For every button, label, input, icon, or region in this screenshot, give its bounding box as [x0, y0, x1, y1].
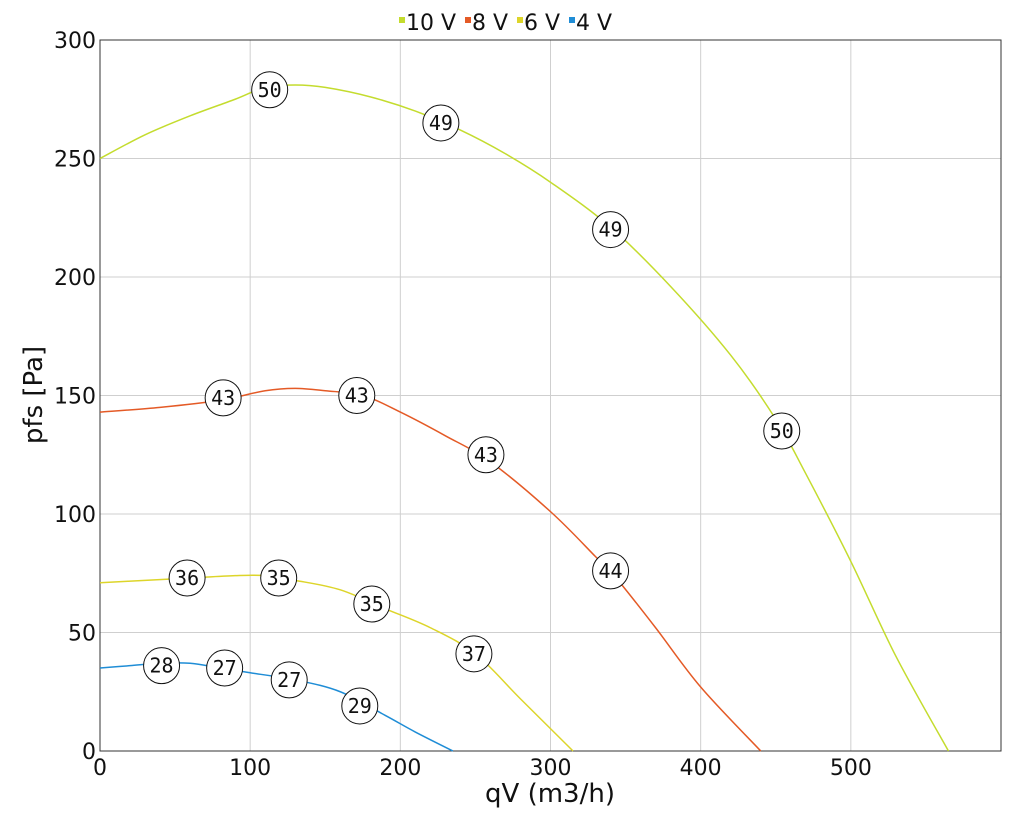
noise-level-badge: 29	[341, 687, 379, 725]
legend-item: 8 V	[465, 11, 508, 36]
noise-level-badge: 27	[206, 649, 244, 687]
x-tick-label: 400	[680, 756, 722, 781]
legend-item: 6 V	[517, 11, 560, 36]
x-tick-label: 0	[93, 756, 107, 781]
badge-circle	[260, 559, 298, 597]
badge-label: 44	[599, 559, 623, 583]
y-tick-label: 250	[54, 148, 96, 173]
y-tick-label: 50	[68, 622, 96, 647]
noise-level-badge: 50	[251, 71, 289, 109]
legend-swatch	[465, 17, 471, 23]
noise-level-badge: 27	[270, 661, 308, 699]
y-tick-label: 0	[82, 740, 96, 765]
badge-circle	[338, 377, 376, 414]
grid	[100, 40, 1001, 751]
badge-label: 43	[211, 386, 235, 410]
badge-label: 43	[474, 443, 498, 467]
badge-label: 43	[345, 384, 369, 408]
y-tick-label: 100	[54, 503, 96, 528]
badge-circle	[341, 687, 379, 725]
noise-level-badge: 49	[422, 104, 460, 142]
x-tick-label: 200	[379, 756, 421, 781]
x-tick-label: 300	[530, 756, 572, 781]
plot-frame	[99, 39, 1002, 752]
noise-badges: 50 49 49 50 43 43 43 44 36 35 35 37 28 27 27 29	[143, 71, 801, 725]
noise-level-badge: 36	[168, 559, 206, 597]
series-line	[99, 387, 762, 752]
y-tick-label: 150	[54, 385, 96, 410]
badge-circle	[455, 635, 493, 673]
badge-label: 29	[348, 694, 372, 718]
badge-label: 27	[213, 656, 237, 680]
legend-label: 6 V	[524, 11, 560, 36]
y-tick-label: 200	[54, 266, 96, 291]
series-line	[99, 84, 950, 752]
badge-circle	[353, 585, 391, 623]
legend-swatch	[399, 17, 405, 23]
legend-swatch	[569, 17, 575, 23]
legend-swatch	[517, 17, 523, 23]
badge-label: 49	[429, 111, 453, 135]
badge-circle	[467, 436, 505, 474]
badge-label: 35	[360, 592, 384, 616]
noise-level-badge: 44	[592, 552, 630, 590]
badge-label: 28	[150, 654, 174, 678]
y-tick-label: 300	[54, 29, 96, 54]
noise-level-badge: 49	[592, 211, 630, 249]
noise-level-badge: 43	[338, 377, 376, 414]
badge-label: 36	[175, 566, 199, 590]
x-tick-label: 500	[830, 756, 872, 781]
legend-label: 8 V	[472, 11, 508, 36]
noise-level-badge: 43	[204, 379, 242, 417]
badge-circle	[206, 649, 244, 687]
noise-level-badge: 35	[353, 585, 391, 623]
legend: 10 V 8 V 6 V 4 V	[399, 11, 612, 36]
y-axis-label: pfs [Pa]	[19, 346, 49, 444]
x-tick-label: 100	[229, 756, 271, 781]
badge-circle	[422, 104, 460, 142]
badge-circle	[204, 379, 242, 417]
badge-circle	[592, 552, 630, 590]
badge-label: 35	[267, 566, 291, 590]
badge-label: 50	[770, 419, 794, 443]
badge-label: 27	[277, 668, 301, 692]
noise-level-badge: 50	[763, 412, 801, 450]
badge-label: 50	[258, 78, 282, 102]
legend-label: 10 V	[406, 11, 456, 36]
badge-circle	[251, 71, 289, 109]
legend-item: 10 V	[399, 11, 456, 36]
badge-circle	[143, 647, 181, 685]
axis-ticks: 0 100 200 300 400 500 0 50 100 150 200 250 300	[54, 29, 872, 781]
badge-circle	[168, 559, 206, 597]
badge-circle	[763, 412, 801, 450]
noise-level-badge: 37	[455, 635, 493, 673]
badge-circle	[270, 661, 308, 699]
noise-level-badge: 43	[467, 436, 505, 474]
badge-label: 49	[599, 218, 623, 242]
noise-level-badge: 28	[143, 647, 181, 685]
noise-level-badge: 35	[260, 559, 298, 597]
legend-item: 4 V	[569, 11, 612, 36]
legend-label: 4 V	[576, 11, 612, 36]
badge-circle	[592, 211, 630, 249]
badge-label: 37	[462, 642, 486, 666]
x-axis-label: qV (m3/h)	[485, 779, 615, 809]
